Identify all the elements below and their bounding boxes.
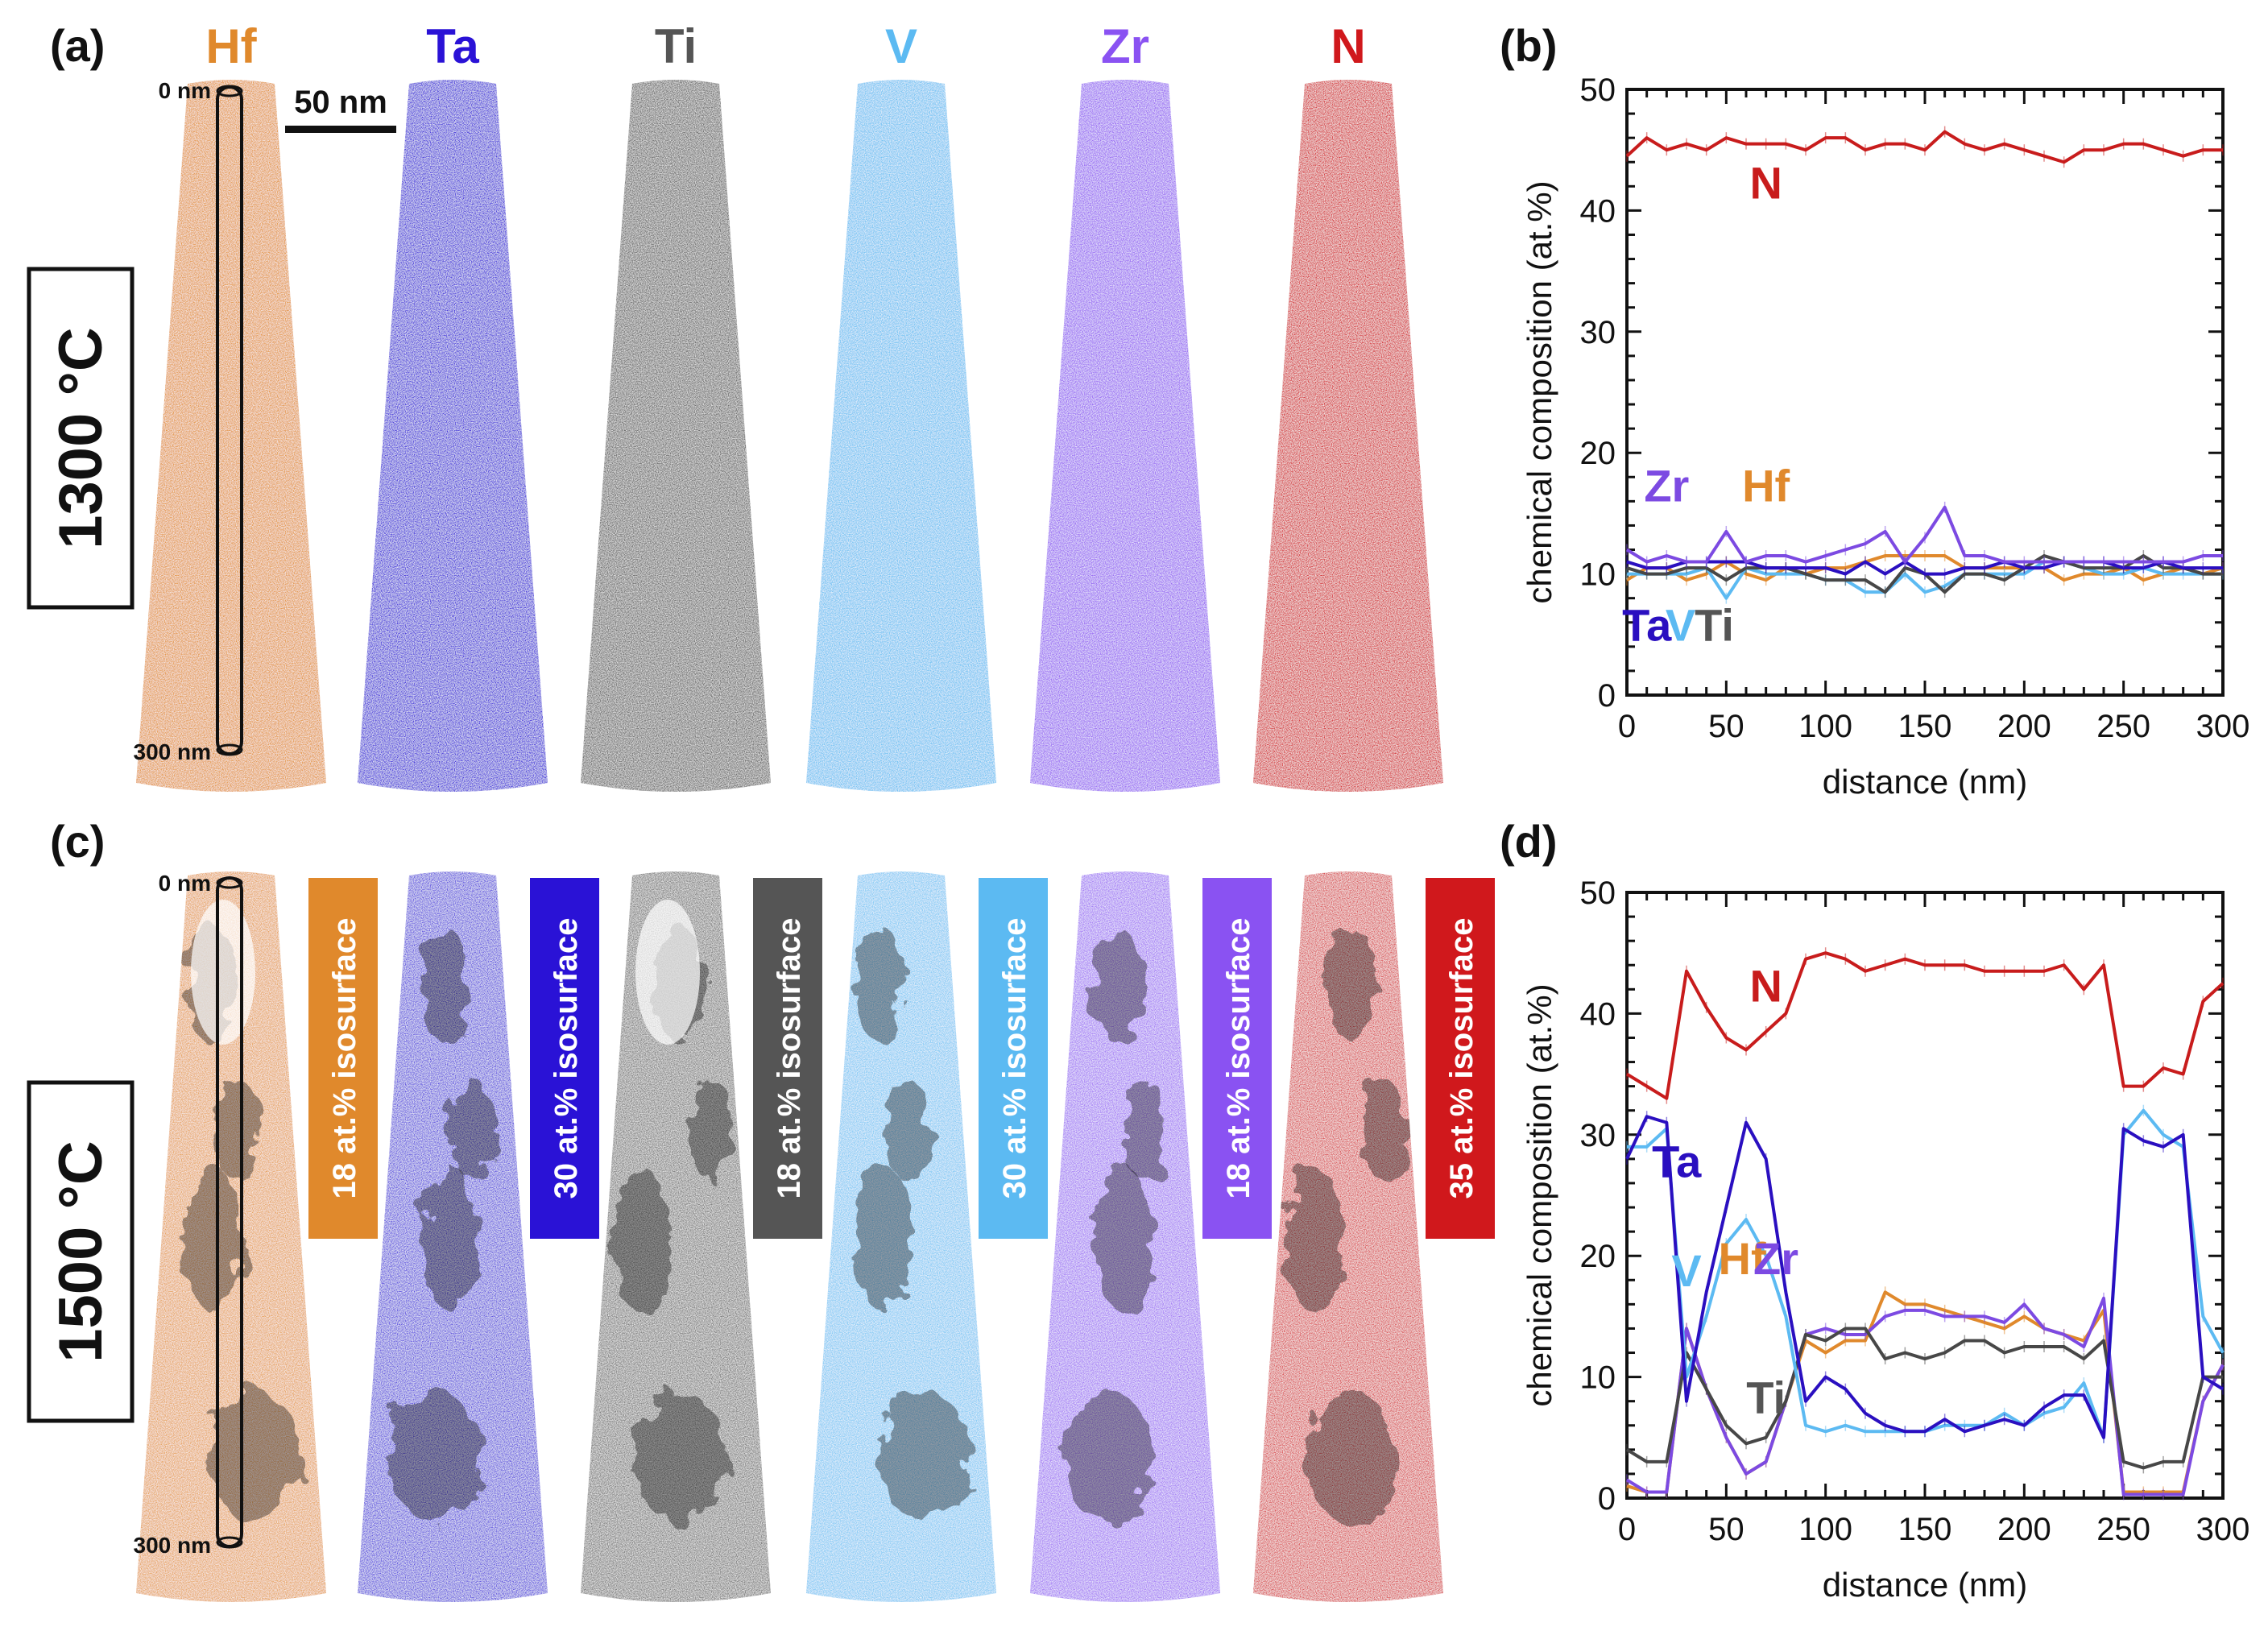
series-label-ti: Ti — [1746, 1372, 1786, 1423]
y-tick-label: 0 — [1598, 678, 1616, 714]
atom-map-ta-top — [358, 80, 548, 792]
element-labels: 18 at.% isosurface Hf 30 at.% isosurface Ta… — [205, 19, 1495, 1239]
depth-label-top-0: 0 nm — [159, 78, 211, 103]
series-label-n: N — [1749, 960, 1782, 1011]
x-tick-label: 300 — [2196, 709, 2250, 744]
x-tick-label: 150 — [1898, 709, 1952, 744]
atom-map-v-bottom — [806, 871, 996, 1602]
depth-label-bottom-300: 300 nm — [134, 1533, 212, 1558]
y-tick-label: 50 — [1580, 876, 1616, 911]
x-tick-label: 200 — [1997, 709, 2051, 744]
panel-label-c: (c) — [50, 816, 105, 867]
y-axis-label: chemical composition (at.%) — [1521, 983, 1558, 1406]
x-tick-label: 250 — [2096, 1512, 2150, 1547]
series-label-n: N — [1749, 157, 1782, 208]
series-line-hf — [1626, 1290, 2225, 1494]
element-label-zr: Zr — [1101, 19, 1149, 73]
x-tick-label: 0 — [1618, 709, 1636, 744]
temperature-label-1500: 1500 °C — [47, 1140, 115, 1362]
x-axis-label: distance (nm) — [1823, 1566, 2027, 1604]
isosurface-label-v: 30 at.% isosurface — [979, 878, 1048, 1239]
series-label-ti: Ti — [1695, 599, 1734, 650]
series-label-zr: Zr — [1644, 460, 1689, 511]
atom-map-zr-top — [1030, 80, 1220, 792]
isosurface-text: 30 at.% isosurface — [997, 917, 1033, 1198]
atom-map-n-bottom — [1253, 871, 1443, 1602]
isosurface-label-ti: 18 at.% isosurface — [753, 878, 822, 1239]
y-tick-label: 50 — [1580, 72, 1616, 108]
panel-label-d: (d) — [1500, 816, 1558, 867]
series-label-hf: Hf — [1719, 1233, 1766, 1284]
series-line-n — [1625, 951, 2225, 1100]
y-tick-label: 10 — [1580, 1360, 1616, 1396]
depth-label-bottom-0: 0 nm — [159, 871, 211, 896]
x-axis-label: distance (nm) — [1823, 763, 2027, 801]
y-tick-label: 30 — [1580, 1118, 1616, 1153]
series-line-v — [1627, 1108, 2225, 1439]
composition-profile-1300: 0 50 100 150 200 250 300 0 10 20 30 40 50 distance (n… — [1521, 72, 2249, 801]
y-axis-label: chemical composition (at.%) — [1521, 180, 1558, 603]
isosurface-text: 18 at.% isosurface — [772, 917, 807, 1198]
isosurface-text: 18 at.% isosurface — [327, 917, 362, 1198]
atom-map-ta-bottom — [358, 871, 548, 1602]
temperature-box-1300: 1300 °C — [27, 267, 135, 610]
y-tick-label: 10 — [1580, 557, 1616, 593]
atom-map-ti-top — [581, 80, 771, 792]
element-label-ti: Ti — [655, 19, 697, 73]
x-tick-label: 200 — [1997, 1512, 2051, 1547]
element-label-ta: Ta — [426, 19, 479, 73]
x-tick-label: 250 — [2096, 709, 2150, 744]
atom-map-hf-bottom — [136, 871, 326, 1602]
scale-bar: 50 nm — [285, 85, 396, 133]
x-tick-label: 100 — [1798, 709, 1852, 744]
series-label-v: V — [1666, 599, 1695, 650]
y-tick-label: 20 — [1580, 436, 1616, 471]
atom-maps-1500 — [136, 871, 1443, 1602]
isosurface-text: 35 at.% isosurface — [1444, 917, 1480, 1198]
series-line-ti — [1625, 1327, 2223, 1470]
x-tick-label: 150 — [1898, 1512, 1952, 1547]
series-label-hf: Hf — [1742, 460, 1790, 511]
x-tick-label: 0 — [1618, 1512, 1636, 1547]
temperature-label-1300: 1300 °C — [47, 327, 115, 548]
composition-profile-1500: 0 50 100 150 200 250 300 0 10 20 30 40 50 distance (n… — [1521, 876, 2249, 1604]
isosurface-label-hf: 18 at.% isosurface — [308, 878, 378, 1239]
analysis-cylinder-bottom — [216, 876, 243, 1549]
element-label-v: V — [885, 19, 917, 73]
series-label-ta: Ta — [1622, 599, 1672, 650]
atom-maps-1300 — [136, 80, 1443, 792]
series-label-zr: Zr — [1753, 1233, 1798, 1284]
y-tick-label: 40 — [1580, 193, 1616, 229]
series-label-v: V — [1671, 1245, 1701, 1296]
x-tick-label: 300 — [2196, 1512, 2250, 1547]
atom-map-v-top — [806, 80, 996, 792]
scale-bar-label: 50 nm — [294, 85, 387, 120]
atom-map-n-top — [1253, 80, 1443, 792]
temperature-box-1500: 1500 °C — [27, 1080, 135, 1423]
isosurface-label-n: 35 at.% isosurface — [1426, 878, 1495, 1239]
y-tick-label: 20 — [1580, 1239, 1616, 1274]
x-tick-label: 50 — [1708, 1512, 1744, 1547]
y-tick-label: 40 — [1580, 996, 1616, 1032]
x-tick-label: 100 — [1798, 1512, 1852, 1547]
analysis-cylinder-top — [216, 85, 243, 756]
element-label-n: N — [1331, 19, 1365, 73]
panel-label-a: (a) — [50, 20, 105, 71]
element-label-hf: Hf — [205, 19, 257, 73]
depth-label-top-300: 300 nm — [134, 739, 212, 764]
y-tick-label: 30 — [1580, 315, 1616, 350]
isosurface-label-zr: 18 at.% isosurface — [1202, 878, 1272, 1239]
x-tick-label: 50 — [1708, 709, 1744, 744]
atom-map-ti-bottom — [581, 871, 771, 1602]
isosurface-text: 30 at.% isosurface — [548, 917, 584, 1198]
isosurface-label-ta: 30 at.% isosurface — [530, 878, 599, 1239]
panel-label-b: (b) — [1500, 20, 1558, 71]
isosurface-text: 18 at.% isosurface — [1221, 917, 1256, 1198]
y-tick-label: 0 — [1598, 1481, 1616, 1517]
atom-map-zr-bottom — [1030, 871, 1220, 1602]
atom-map-hf-top — [136, 80, 326, 792]
series-label-ta: Ta — [1652, 1136, 1702, 1186]
